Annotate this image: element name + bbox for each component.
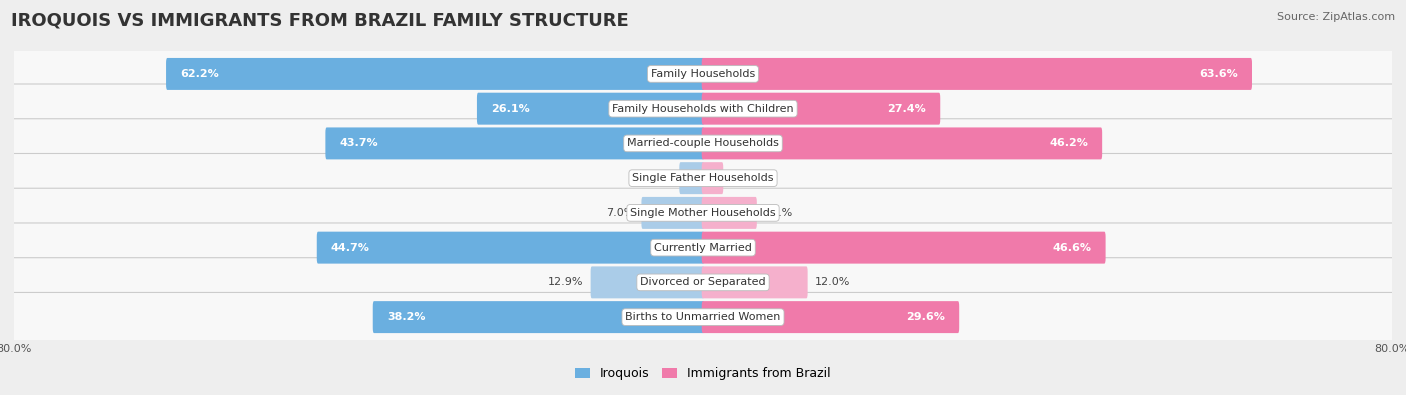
Text: 26.1%: 26.1%	[491, 103, 530, 114]
Text: 12.9%: 12.9%	[548, 277, 583, 288]
Text: Married-couple Households: Married-couple Households	[627, 138, 779, 149]
FancyBboxPatch shape	[7, 119, 1399, 168]
FancyBboxPatch shape	[702, 162, 723, 194]
FancyBboxPatch shape	[679, 162, 704, 194]
Text: Single Mother Households: Single Mother Households	[630, 208, 776, 218]
FancyBboxPatch shape	[7, 258, 1399, 307]
FancyBboxPatch shape	[7, 154, 1399, 203]
Text: 44.7%: 44.7%	[330, 243, 370, 253]
FancyBboxPatch shape	[702, 93, 941, 125]
Text: Births to Unmarried Women: Births to Unmarried Women	[626, 312, 780, 322]
Text: 38.2%: 38.2%	[387, 312, 426, 322]
Text: 46.6%: 46.6%	[1052, 243, 1091, 253]
Text: 63.6%: 63.6%	[1199, 69, 1237, 79]
FancyBboxPatch shape	[702, 128, 1102, 160]
Text: Family Households with Children: Family Households with Children	[612, 103, 794, 114]
FancyBboxPatch shape	[166, 58, 704, 90]
Text: 2.2%: 2.2%	[731, 173, 759, 183]
FancyBboxPatch shape	[477, 93, 704, 125]
FancyBboxPatch shape	[316, 231, 704, 263]
FancyBboxPatch shape	[325, 128, 704, 160]
Legend: Iroquois, Immigrants from Brazil: Iroquois, Immigrants from Brazil	[569, 362, 837, 386]
Text: Single Father Households: Single Father Households	[633, 173, 773, 183]
Text: 7.0%: 7.0%	[606, 208, 634, 218]
Text: 29.6%: 29.6%	[905, 312, 945, 322]
FancyBboxPatch shape	[373, 301, 704, 333]
FancyBboxPatch shape	[7, 188, 1399, 237]
FancyBboxPatch shape	[7, 223, 1399, 272]
Text: Currently Married: Currently Married	[654, 243, 752, 253]
FancyBboxPatch shape	[7, 84, 1399, 134]
Text: 2.6%: 2.6%	[644, 173, 672, 183]
FancyBboxPatch shape	[702, 231, 1105, 263]
Text: Family Households: Family Households	[651, 69, 755, 79]
FancyBboxPatch shape	[702, 58, 1251, 90]
FancyBboxPatch shape	[702, 301, 959, 333]
FancyBboxPatch shape	[702, 266, 807, 298]
FancyBboxPatch shape	[591, 266, 704, 298]
Text: Source: ZipAtlas.com: Source: ZipAtlas.com	[1277, 12, 1395, 22]
FancyBboxPatch shape	[7, 49, 1399, 99]
Text: 43.7%: 43.7%	[340, 138, 378, 149]
Text: IROQUOIS VS IMMIGRANTS FROM BRAZIL FAMILY STRUCTURE: IROQUOIS VS IMMIGRANTS FROM BRAZIL FAMIL…	[11, 12, 628, 30]
Text: 62.2%: 62.2%	[180, 69, 219, 79]
Text: 27.4%: 27.4%	[887, 103, 927, 114]
Text: 6.1%: 6.1%	[763, 208, 793, 218]
FancyBboxPatch shape	[7, 292, 1399, 342]
Text: Divorced or Separated: Divorced or Separated	[640, 277, 766, 288]
FancyBboxPatch shape	[702, 197, 756, 229]
Text: 46.2%: 46.2%	[1049, 138, 1088, 149]
FancyBboxPatch shape	[641, 197, 704, 229]
Text: 12.0%: 12.0%	[815, 277, 851, 288]
